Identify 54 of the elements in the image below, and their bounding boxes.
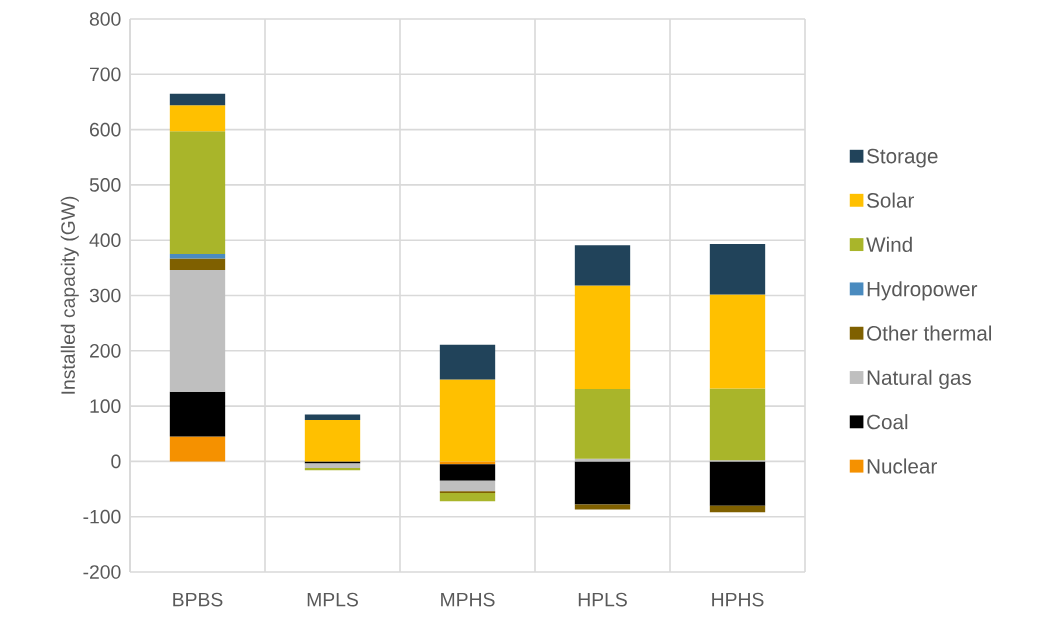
bar [574,461,631,505]
y-tick-label: -200 [83,565,121,579]
y-tick-label: 800 [89,12,121,26]
bar [439,344,496,380]
x-tick-label: MPHS [441,592,495,607]
y-tick-label: 500 [89,178,121,192]
legend-label: Hydropower [867,281,978,301]
bar [574,388,631,459]
bar [709,505,766,513]
bar [574,504,631,510]
bar [169,254,226,259]
y-tick-label: -100 [83,509,121,524]
bar [304,461,361,464]
bar [304,414,361,420]
bar [439,379,496,462]
y-tick-label: 300 [89,288,121,303]
bar [169,105,226,132]
legend-label: Solar [867,192,914,208]
bar [709,294,766,389]
bar [439,461,496,465]
x-tick-label: HPHS [712,592,764,607]
y-tick-label: 200 [90,343,121,358]
x-tick-label: BPBS [173,592,223,607]
bar [574,285,631,389]
legend-label: Coal [867,414,908,430]
bar [304,468,361,471]
y-tick-label: 600 [90,122,121,137]
bar [439,480,496,492]
bar [439,492,496,502]
bar [709,388,766,461]
legend-label: Other thermal [867,325,992,341]
bar [439,464,496,481]
bar [169,258,226,271]
bar [169,93,226,106]
y-tick-label: 700 [90,67,121,82]
y-tick-label: 100 [90,399,121,413]
bar [169,391,226,437]
legend-label: Nuclear [867,458,937,474]
bar [304,463,361,469]
bar [709,244,766,295]
bar [574,245,631,286]
y-axis-title: Installed capacity (GW) [60,196,79,394]
legend-label: Storage [867,148,938,168]
bar [169,131,226,255]
y-tick-label: 0 [111,454,121,469]
legend-label: Natural gas [867,369,971,390]
bar [169,270,226,392]
y-tick-label: 400 [89,233,121,248]
bar [709,461,766,506]
x-tick-label: MPLS [307,592,358,607]
bar [169,436,226,462]
x-tick-label: HPLS [578,592,627,607]
legend-label: Wind [866,236,912,253]
bar [304,419,361,462]
